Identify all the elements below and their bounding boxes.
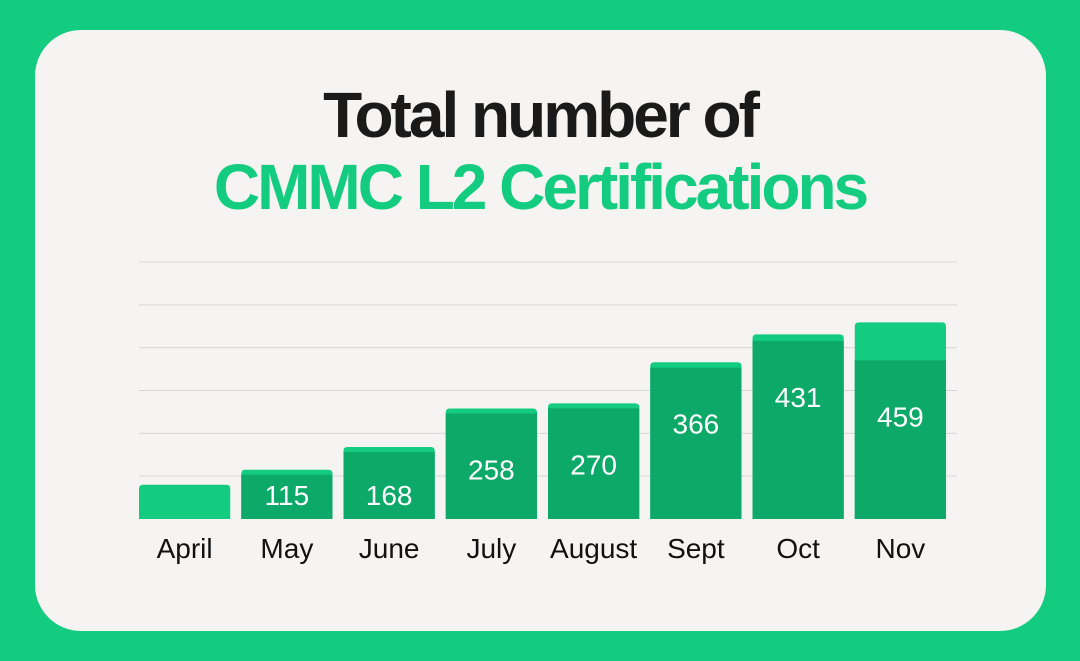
x-tick-label: June [359, 533, 420, 564]
x-tick-label: Nov [875, 533, 925, 564]
bar-cap-april [139, 484, 231, 519]
bar-value-label: 258 [468, 454, 515, 485]
chart-title-line2: CMMC L2 Certifications [213, 151, 869, 223]
bar-oct [752, 340, 844, 519]
bar-july [445, 413, 537, 519]
bar-june [343, 452, 435, 519]
bar-value-label: 115 [265, 480, 310, 511]
x-tick-label: Oct [776, 533, 820, 564]
bar-value-label: 366 [673, 409, 720, 440]
x-tick-label: April [157, 533, 213, 564]
bar-sept [650, 367, 742, 519]
bar-value-label: 168 [366, 480, 413, 511]
chart-title-line1: Total number of [323, 79, 760, 151]
bar-value-label: 270 [570, 449, 617, 480]
bar-august [548, 408, 640, 519]
bar-value-label: 459 [877, 401, 924, 432]
bar-may [241, 474, 333, 519]
x-tick-label: July [466, 533, 516, 564]
bar-value-label: 431 [775, 382, 822, 413]
x-tick-label: Sept [667, 533, 725, 564]
bar-nov [854, 360, 946, 519]
x-tick-label: May [260, 533, 313, 564]
x-tick-label: August [550, 533, 637, 564]
